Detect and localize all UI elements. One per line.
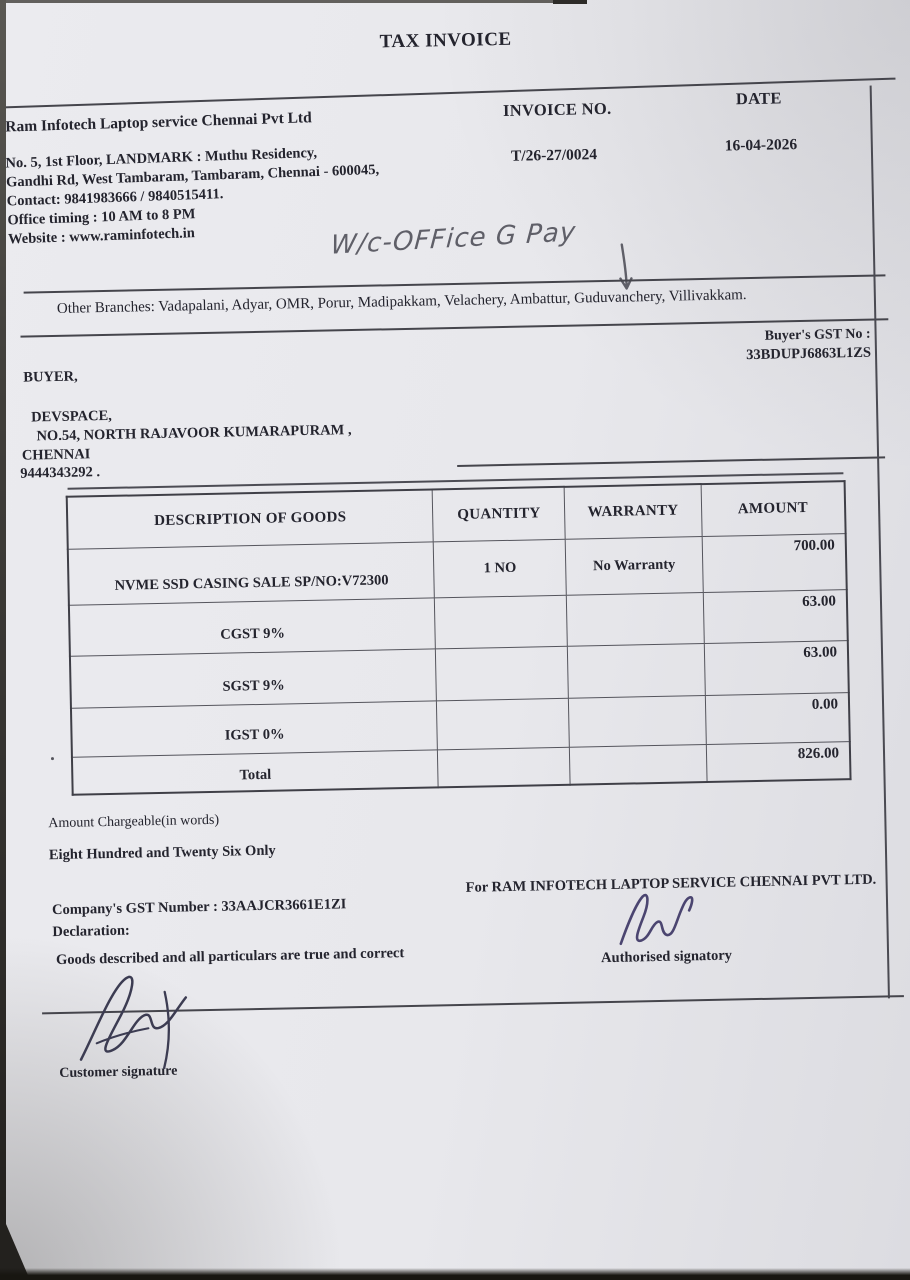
buyer-name: DEVSPACE, <box>30 407 112 426</box>
buyer-city: CHENNAI <box>21 446 91 464</box>
empty-cell <box>566 592 704 646</box>
invoice-number-value: T/26-27/0024 <box>510 146 598 165</box>
empty-cell <box>567 643 705 698</box>
buyer-phone: 9444343292 . <box>20 464 101 482</box>
col-header-quantity: QUANTITY <box>432 486 566 542</box>
customer-signature <box>79 975 188 1070</box>
item-description: NVME SSD CASING SALE SP/NO:V72300 <box>67 541 435 605</box>
item-quantity: 1 NO <box>433 538 567 598</box>
amount-words-value: Eight Hundred and Twenty Six Only <box>48 842 276 864</box>
handwritten-arrow-stroke <box>619 243 633 290</box>
col-header-warranty: WARRANTY <box>564 484 702 539</box>
sgst-amount: 63.00 <box>703 640 849 696</box>
photo-top-edge <box>0 0 565 3</box>
right-page-border <box>869 85 890 999</box>
declaration-label: Declaration: <box>52 922 130 941</box>
empty-cell <box>437 746 571 788</box>
authorised-signatory-label: Authorised signatory <box>600 947 733 967</box>
empty-cell <box>568 695 706 747</box>
authorised-signature <box>619 893 694 946</box>
photo-top-edge-mark <box>553 0 587 4</box>
declaration-text: Goods described and all particulars are … <box>55 945 405 969</box>
goods-table: DESCRIPTION OF GOODS QUANTITY WARRANTY A… <box>65 480 852 796</box>
total-amount: 826.00 <box>705 741 851 783</box>
seller-address: No. 5, 1st Floor, LANDMARK : Muthu Resid… <box>5 142 381 250</box>
empty-cell <box>436 697 570 750</box>
item-amount: 700.00 <box>701 533 847 593</box>
amount-words-label: Amount Chargeable(in words) <box>48 812 220 832</box>
buyer-gst-number: 33BDUPJ6863L1ZS <box>745 344 872 364</box>
igst-label: IGST 0% <box>70 700 438 757</box>
divider-below-branches <box>20 318 889 338</box>
empty-cell <box>435 645 569 701</box>
invoice-number-label: INVOICE NO. <box>502 98 612 120</box>
seller-name: Ram Infotech Laptop service Chennai Pvt … <box>5 109 312 136</box>
company-gst-number: Company's GST Number : 33AAJCR3661E1ZI <box>51 896 347 919</box>
sgst-label: SGST 9% <box>69 648 437 708</box>
buyer-address: NO.54, NORTH RAJAVOOR KUMARAPURAM , <box>36 422 352 445</box>
divider-below-buyer <box>457 456 886 467</box>
igst-amount: 0.00 <box>704 692 850 745</box>
photo-left-edge <box>0 0 6 1280</box>
photo-bottom-edge <box>0 1268 910 1280</box>
invoice-date-label: DATE <box>735 88 782 109</box>
buyer-heading: BUYER, <box>23 368 78 386</box>
empty-cell <box>569 744 707 785</box>
invoice-date-value: 16-04-2026 <box>724 136 798 155</box>
total-label: Total <box>71 749 439 795</box>
branches-line: Other Branches: Vadapalani, Adyar, OMR, … <box>56 287 747 317</box>
divider-above-branches <box>23 274 886 294</box>
cgst-amount: 63.00 <box>702 589 848 644</box>
col-header-amount: AMOUNT <box>700 481 846 537</box>
empty-cell <box>434 594 568 649</box>
buyer-gst-label: Buyer's GST No : <box>764 326 871 344</box>
item-warranty: No Warranty <box>565 536 703 595</box>
speck <box>50 757 55 761</box>
page-title: TAX INVOICE <box>379 28 512 53</box>
cgst-label: CGST 9% <box>68 597 436 656</box>
col-header-description: DESCRIPTION OF GOODS <box>66 489 434 549</box>
